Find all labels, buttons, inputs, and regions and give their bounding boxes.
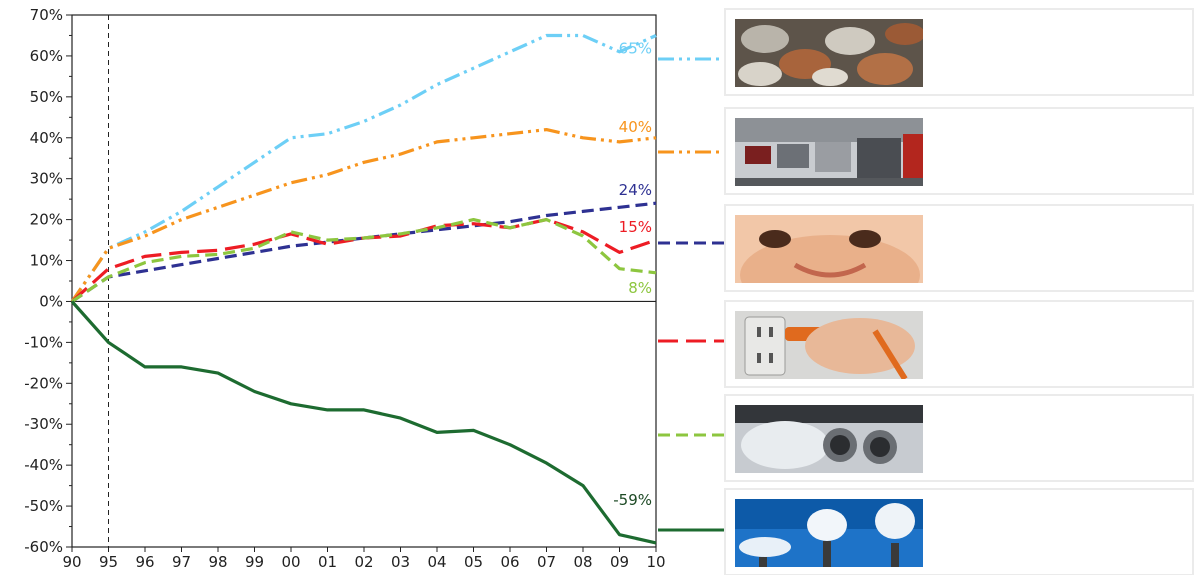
coins-photo-icon	[734, 18, 924, 88]
smokestack-photo-icon	[734, 498, 924, 568]
x-tick-label: 96	[135, 553, 154, 571]
plug-photo-icon	[734, 310, 924, 380]
series-line-0	[70, 33, 657, 303]
line-chart: 70% 60% 50% 40% 30% 20% 10% 0% -10% -20% -30% -40% -…	[24, 6, 724, 571]
y-tick-label: -30%	[24, 415, 63, 433]
legend-item-gdp: Gross Domestic Product	[724, 8, 1194, 96]
x-tick-label: 95	[99, 553, 118, 571]
x-tick-label: 04	[427, 553, 446, 571]
legend-label-vmt: Vehicle Miles Traveled	[942, 141, 1122, 160]
series-end-label: 65%	[619, 39, 652, 57]
legend-label-co2: CO 2 Emissions	[942, 428, 1059, 447]
legend-item-aggregate: Aggregate Emissions (Six Common Pollutan…	[724, 488, 1194, 575]
series-end-label: 15%	[619, 218, 652, 236]
chart-axes-layer: 70% 60% 50% 40% 30% 20% 10% 0% -10% -20% -30% -40% -…	[24, 6, 665, 571]
x-tick-label: 90	[62, 553, 81, 571]
x-tick-label: 01	[318, 553, 337, 571]
baby-photo-icon	[734, 214, 924, 284]
series-end-label: -59%	[613, 491, 652, 509]
series-end-label: 8%	[628, 279, 652, 297]
exhaust-photo-icon	[734, 404, 924, 474]
y-tick-label: -50%	[24, 497, 63, 515]
legend-item-energy: Energy Consumption	[724, 300, 1194, 388]
x-tick-label: 10	[646, 553, 665, 571]
legend-connector-layer	[658, 57, 724, 532]
y-tick-label: 50%	[30, 88, 63, 106]
traffic-photo-icon	[734, 117, 924, 187]
legend-item-vmt: Vehicle Miles Traveled	[724, 107, 1194, 195]
series-line-1	[70, 128, 657, 303]
y-tick-label: 0%	[39, 292, 63, 310]
x-tick-label: 07	[537, 553, 556, 571]
legend-label-aggregate: Aggregate Emissions (Six Common Pollutan…	[942, 511, 1145, 552]
y-tick-label: 60%	[30, 47, 63, 65]
legend-label-energy: Energy Consumption	[942, 334, 1114, 353]
x-tick-label: 03	[391, 553, 410, 571]
series-end-label: 24%	[619, 181, 652, 199]
y-tick-label: 30%	[30, 170, 63, 188]
x-tick-label: 00	[281, 553, 300, 571]
x-tick-label: 05	[464, 553, 483, 571]
legend-item-co2: CO 2 Emissions	[724, 394, 1194, 482]
series-line-4	[71, 218, 657, 303]
y-tick-label: 20%	[30, 211, 63, 229]
x-tick-label: 09	[610, 553, 629, 571]
x-tick-label: 99	[245, 553, 264, 571]
x-tick-label: 98	[208, 553, 227, 571]
legend-label-gdp: Gross Domestic Product	[942, 42, 1142, 61]
y-tick-label: 70%	[30, 6, 63, 24]
plot-frame	[71, 14, 657, 548]
x-tick-label: 08	[573, 553, 592, 571]
x-tick-label: 97	[172, 553, 191, 571]
x-tick-label: 02	[354, 553, 373, 571]
y-tick-label: 10%	[30, 252, 63, 270]
y-tick-label: -20%	[24, 374, 63, 392]
series-end-label: 40%	[619, 118, 652, 136]
chart-label-layer: 65% 40% 24% 15% 8% -59%	[613, 39, 652, 508]
series-line-5	[70, 300, 657, 545]
chart-series-layer	[70, 33, 657, 545]
y-tick-label: 40%	[30, 129, 63, 147]
legend-item-population: Population	[724, 204, 1194, 292]
y-tick-label: -10%	[24, 333, 63, 351]
x-tick-label: 06	[500, 553, 519, 571]
series-line-2	[71, 201, 657, 303]
legend-label-population: Population	[942, 238, 1030, 257]
y-tick-label: -40%	[24, 456, 63, 474]
y-tick-label: -60%	[24, 538, 63, 556]
